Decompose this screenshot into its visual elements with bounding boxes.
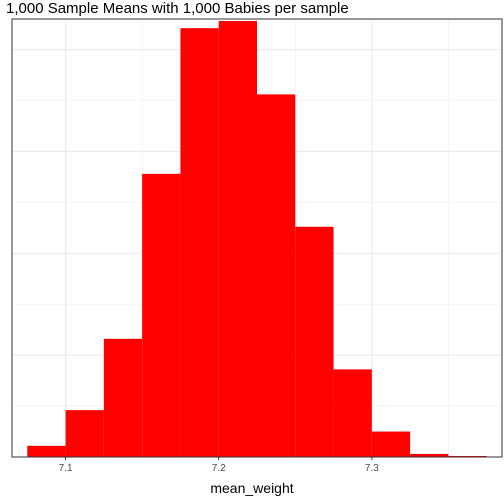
histogram-bar-11 — [410, 453, 449, 457]
histogram-bar-2 — [65, 410, 104, 457]
histogram-bar-7 — [257, 94, 296, 458]
histogram-bar-12 — [448, 455, 487, 457]
histogram-bar-3 — [103, 338, 143, 457]
histogram-bar-6 — [218, 21, 257, 458]
histogram-bar-4 — [142, 173, 181, 457]
x-tick-label: 7.1 — [59, 463, 73, 474]
histogram-bar-9 — [333, 369, 372, 457]
histogram-bar-8 — [295, 226, 334, 457]
panel-border — [11, 18, 503, 458]
x-axis-ticks: 7.1 7.2 7.3 — [59, 457, 379, 474]
x-tick-label: 7.2 — [212, 463, 226, 474]
chart-title: 1,000 Sample Means with 1,000 Babies per… — [6, 0, 349, 17]
histogram-bar-10 — [371, 431, 411, 457]
x-axis-label: mean_weight — [210, 480, 294, 496]
histogram-bars — [27, 21, 487, 458]
x-tick-label: 7.3 — [365, 463, 379, 474]
histogram-bar-5 — [180, 28, 219, 457]
histogram-bar-1 — [27, 445, 66, 457]
